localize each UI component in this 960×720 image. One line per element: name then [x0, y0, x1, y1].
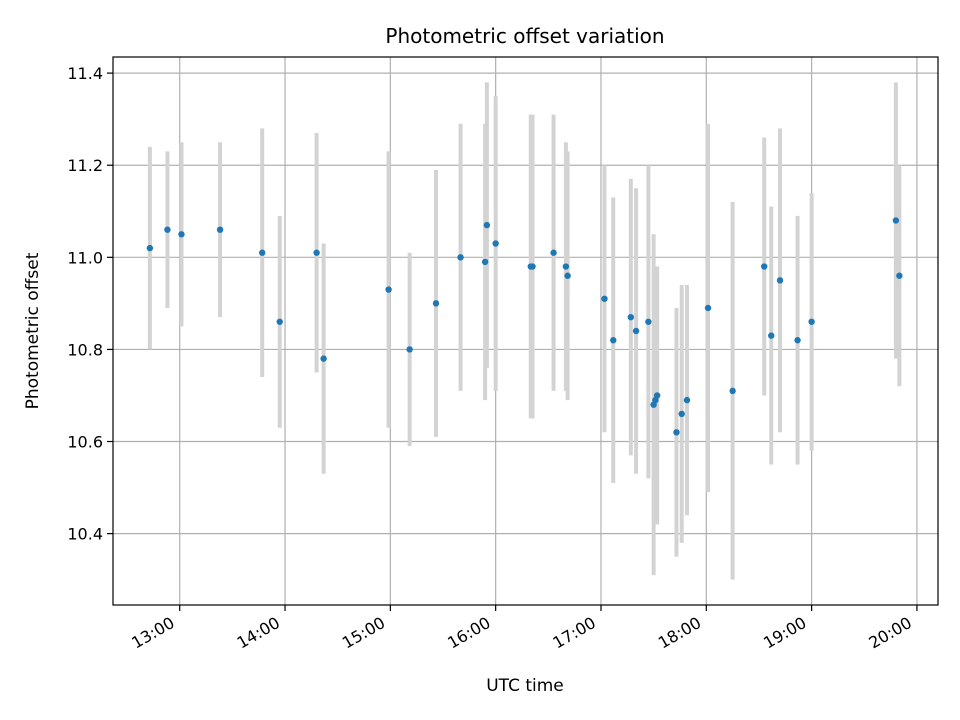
y-tick-label: 11.0 [67, 248, 103, 267]
data-point [678, 410, 685, 418]
y-tick-label: 10.8 [67, 340, 103, 359]
data-point [892, 217, 900, 224]
data-point [729, 387, 736, 395]
data-point [406, 346, 413, 353]
x-axis-label: UTC time [486, 676, 564, 696]
data-point [313, 249, 320, 256]
data-point [632, 327, 640, 335]
data-point [276, 318, 283, 325]
data-point [481, 258, 489, 266]
data-point [385, 286, 392, 293]
data-point [645, 318, 652, 325]
data-point [529, 263, 536, 270]
data-point [483, 221, 491, 229]
data-point [768, 332, 775, 339]
data-point [564, 272, 571, 279]
data-point [492, 240, 499, 247]
chart-title: Photometric offset variation [385, 24, 664, 48]
plot-frame [112, 56, 939, 606]
data-point [432, 300, 440, 307]
y-tick-label: 11.2 [67, 156, 103, 175]
data-points [146, 217, 903, 436]
data-point [178, 231, 185, 238]
data-point [562, 263, 570, 270]
y-axis-label: Photometric offset [23, 252, 43, 409]
y-tick-label: 10.4 [67, 525, 103, 544]
data-point [627, 313, 635, 321]
data-point [704, 304, 712, 312]
plot-area [113, 57, 938, 605]
data-point [457, 254, 464, 261]
y-tick-label: 11.4 [67, 64, 103, 83]
y-tick-label: 10.6 [67, 433, 103, 452]
data-point [808, 318, 815, 325]
data-point [164, 226, 171, 233]
data-point [259, 249, 266, 256]
data-point [320, 355, 327, 362]
data-point [761, 263, 768, 270]
data-point [216, 226, 224, 233]
data-point [673, 429, 680, 436]
data-point [653, 392, 661, 399]
data-point [776, 277, 784, 284]
data-point [896, 272, 903, 279]
data-point [683, 396, 691, 404]
data-point [550, 249, 557, 256]
data-point [601, 295, 608, 302]
data-point [794, 337, 801, 344]
data-point [146, 244, 154, 252]
data-point [610, 337, 617, 344]
